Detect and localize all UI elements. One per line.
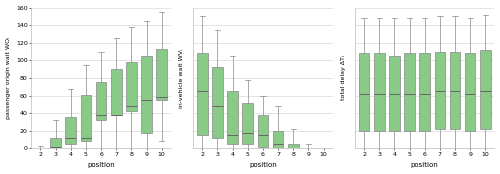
PathPatch shape xyxy=(212,67,222,138)
PathPatch shape xyxy=(288,144,298,148)
PathPatch shape xyxy=(111,69,122,115)
X-axis label: position: position xyxy=(87,163,115,168)
PathPatch shape xyxy=(404,53,415,131)
PathPatch shape xyxy=(66,117,76,144)
PathPatch shape xyxy=(272,131,283,148)
X-axis label: position: position xyxy=(411,163,438,168)
PathPatch shape xyxy=(80,95,91,141)
PathPatch shape xyxy=(126,62,136,111)
PathPatch shape xyxy=(450,52,460,129)
PathPatch shape xyxy=(480,50,490,129)
PathPatch shape xyxy=(242,103,253,144)
PathPatch shape xyxy=(228,91,238,144)
PathPatch shape xyxy=(389,56,400,131)
PathPatch shape xyxy=(96,82,106,120)
X-axis label: position: position xyxy=(249,163,277,168)
PathPatch shape xyxy=(420,53,430,131)
PathPatch shape xyxy=(258,115,268,147)
PathPatch shape xyxy=(434,52,445,129)
PathPatch shape xyxy=(156,49,167,100)
PathPatch shape xyxy=(359,53,370,131)
PathPatch shape xyxy=(141,56,152,133)
PathPatch shape xyxy=(465,53,475,131)
Y-axis label: total delay ΔTᵢ: total delay ΔTᵢ xyxy=(341,56,346,101)
PathPatch shape xyxy=(374,53,384,131)
Y-axis label: passenger origin wait WOᵢ: passenger origin wait WOᵢ xyxy=(6,37,10,119)
PathPatch shape xyxy=(197,53,207,135)
Y-axis label: in-vehicle wait WVᵢ: in-vehicle wait WVᵢ xyxy=(179,48,184,108)
PathPatch shape xyxy=(50,138,61,148)
